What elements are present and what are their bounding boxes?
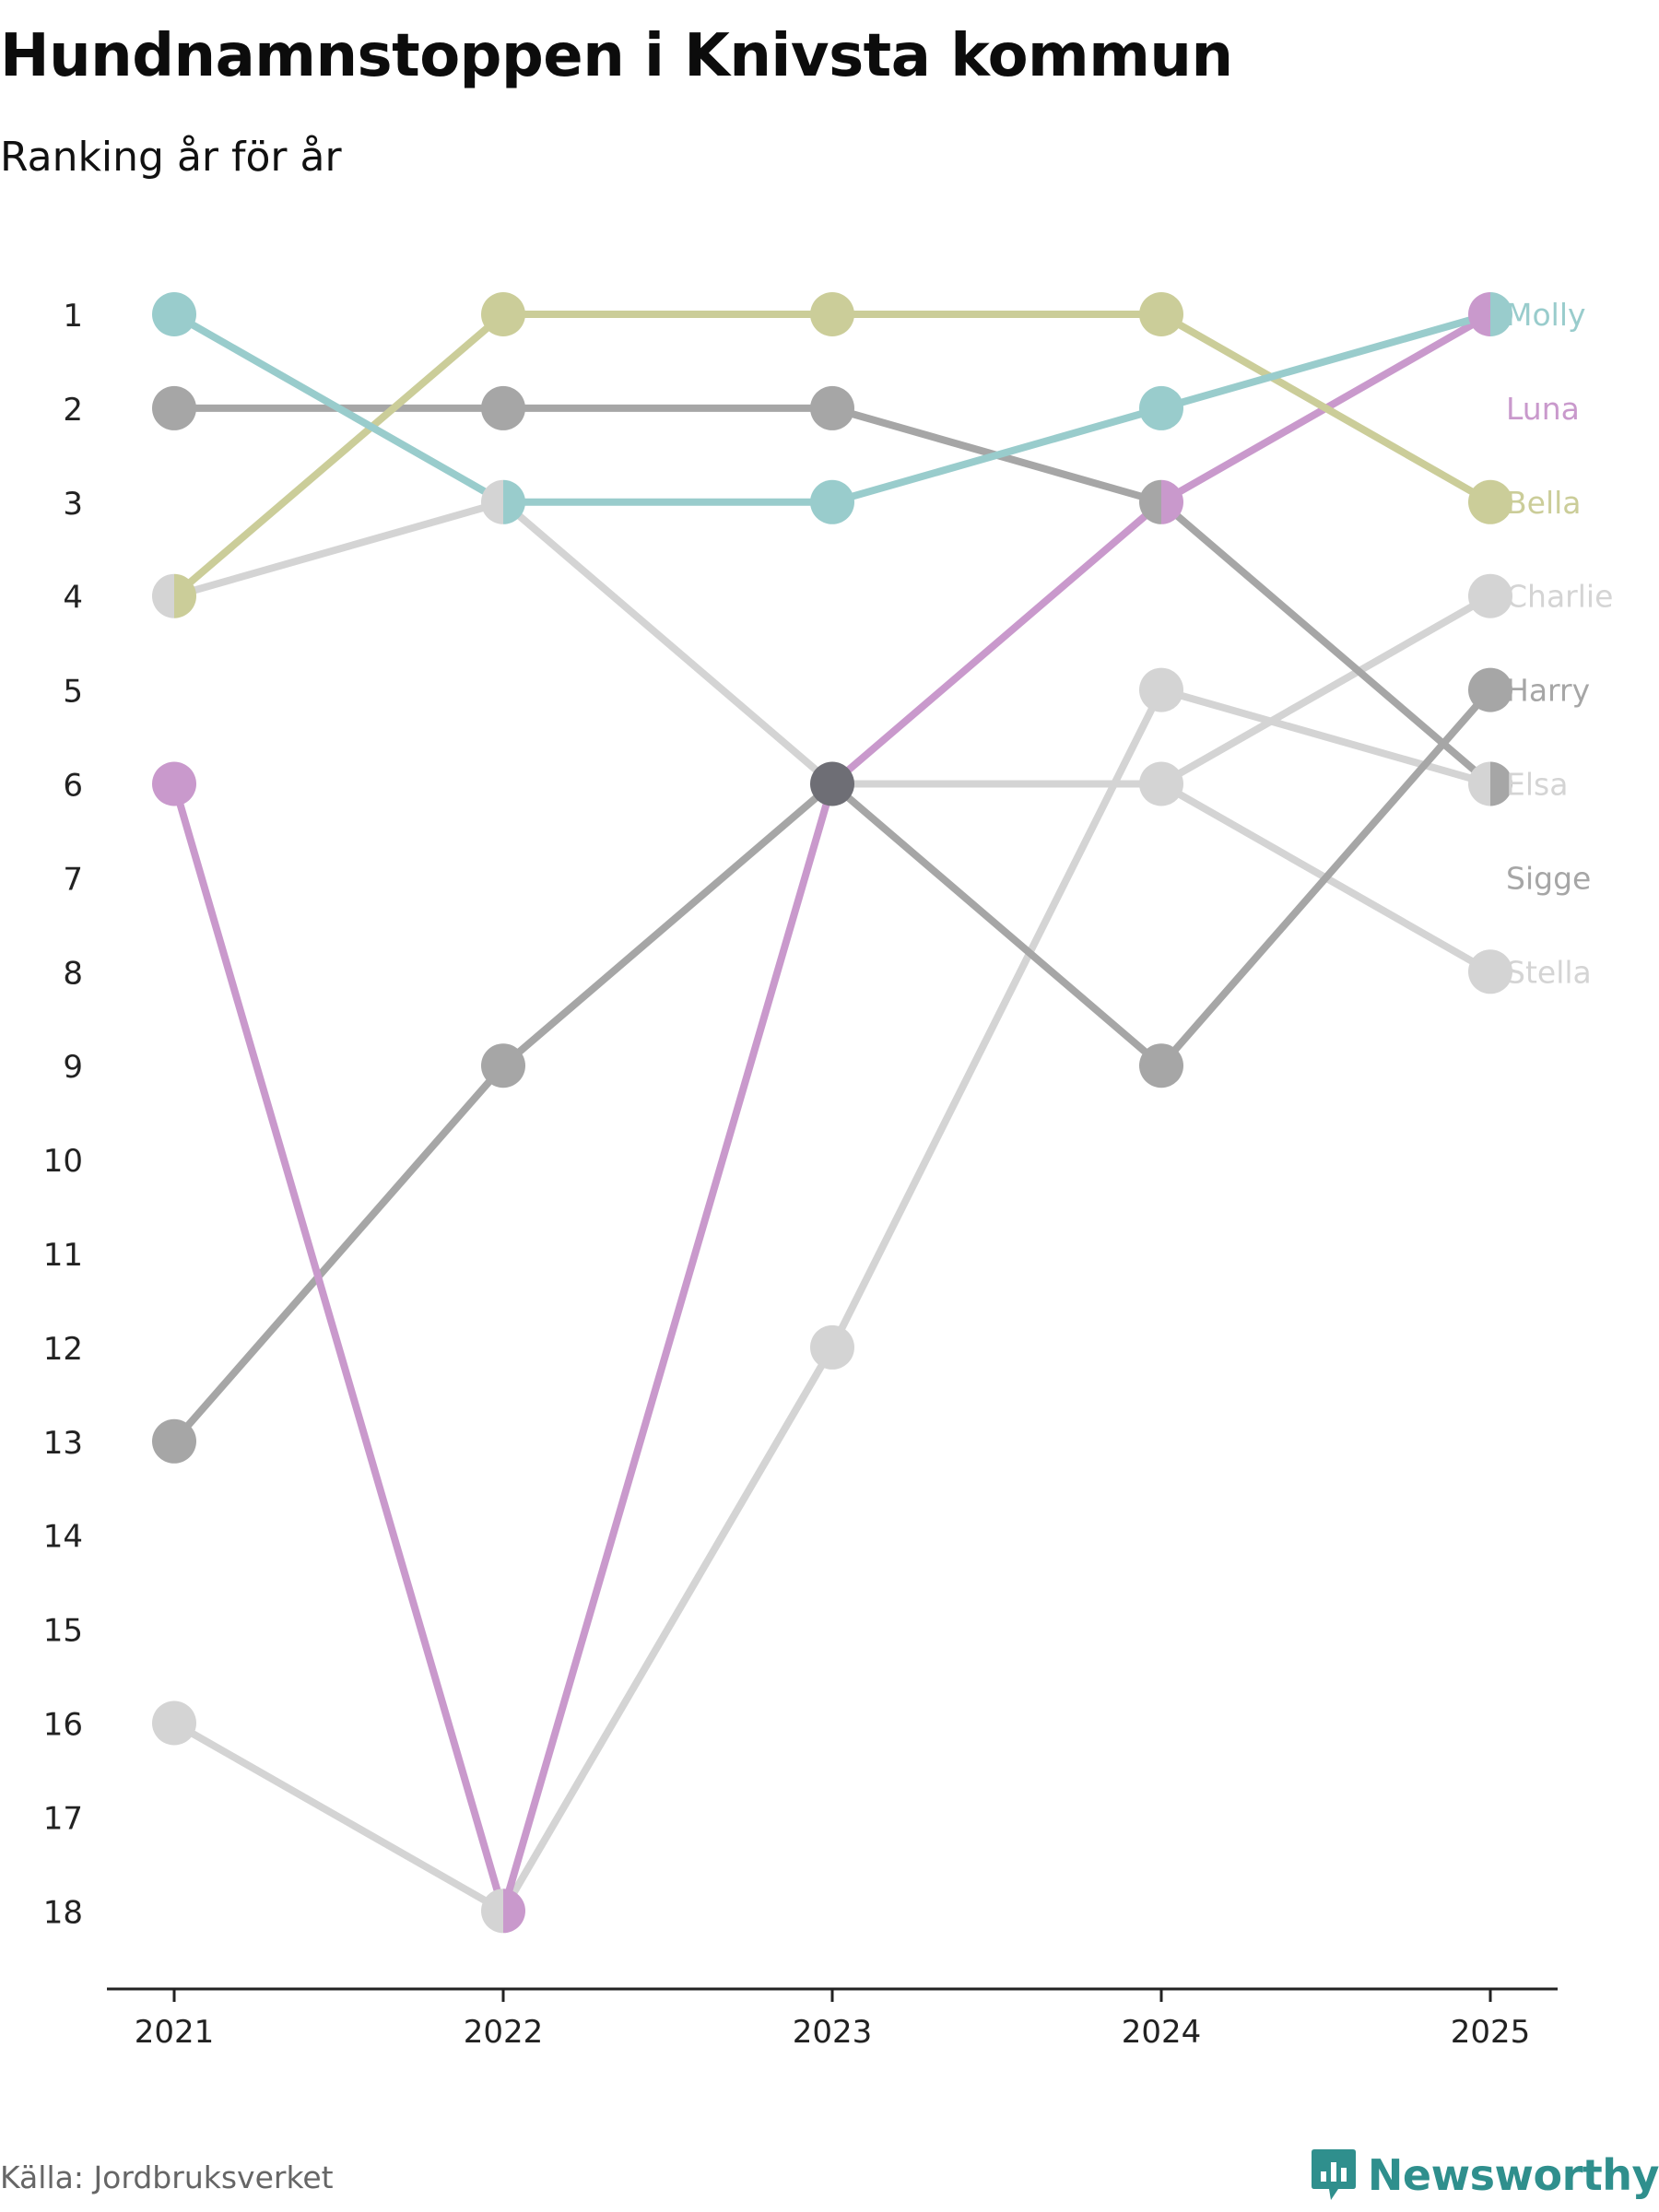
y-tick-label: 5 (63, 674, 83, 711)
data-point-sigge (1139, 1043, 1183, 1088)
series-end-labels: Molly Luna Bella Charlie Harry Elsa Sigge Stell… (1506, 297, 1613, 990)
newsworthy-logo-icon (1311, 2149, 1356, 2200)
data-point-stella (810, 1324, 854, 1370)
data-point-luna (152, 761, 196, 806)
y-tick-label: 18 (43, 1894, 83, 1931)
y-tick-label: 15 (43, 1613, 83, 1650)
x-tick-label: 2021 (135, 2014, 215, 2051)
y-tick-label: 13 (43, 1425, 83, 1462)
y-tick-label: 16 (43, 1707, 83, 1744)
y-tick-label: 8 (63, 955, 83, 992)
data-point-harry (1490, 761, 1512, 806)
y-tick-label: 4 (63, 580, 83, 617)
y-tick-label: 1 (63, 298, 83, 335)
data-point-sigge (152, 1418, 196, 1464)
data-point-luna (1161, 479, 1183, 524)
x-tick-label: 2024 (1122, 2014, 1202, 2051)
data-point-elsa (152, 573, 174, 618)
data-point-sigge (481, 1043, 525, 1088)
y-tick-label: 6 (63, 768, 83, 805)
data-point-molly (810, 479, 854, 524)
series-lines (171, 311, 1494, 1915)
data-point-molly (503, 479, 525, 524)
y-tick-label: 14 (43, 1519, 83, 1556)
x-tick-label: 2025 (1451, 2014, 1531, 2051)
series-line-bella (171, 311, 1494, 600)
y-tick-label: 12 (43, 1331, 83, 1368)
y-tick-label: 10 (43, 1143, 83, 1180)
series-points (152, 292, 1512, 1934)
data-point-bella (1139, 292, 1183, 336)
data-point-bella (481, 292, 525, 336)
data-point-harry (481, 385, 525, 430)
data-point-stella (1468, 761, 1490, 806)
data-point-harry (1139, 479, 1161, 524)
end-label-charlie: Charlie (1506, 579, 1613, 615)
data-point-luna (1468, 292, 1490, 336)
data-point-luna (503, 1888, 525, 1934)
data-point-harry (152, 385, 196, 430)
data-point-molly (152, 292, 196, 336)
data-point-elsa (1468, 949, 1512, 994)
data-point-stella (481, 1888, 503, 1934)
data-point-molly (1490, 292, 1512, 336)
y-tick-label: 3 (63, 486, 83, 523)
series-line-elsa (171, 498, 1494, 976)
y-tick-label: 11 (43, 1237, 83, 1274)
data-point-shared (810, 761, 854, 806)
y-tick-label: 7 (63, 861, 83, 898)
end-label-molly: Molly (1506, 297, 1586, 333)
data-point-sigge (1468, 667, 1512, 712)
y-tick-label: 17 (43, 1800, 83, 1837)
chart-subtitle: Ranking år för år (0, 134, 342, 181)
brand-name: Newsworthy (1367, 2150, 1659, 2200)
x-axis-ticks: 2021 2022 2023 2024 2025 (135, 1989, 1531, 2051)
data-point-stella (152, 1700, 196, 1746)
data-point-bella (810, 292, 854, 336)
source-note: Källa: Jordbruksverket (0, 2159, 334, 2195)
y-tick-label: 2 (63, 392, 83, 429)
brand-logo[interactable]: Newsworthy (1311, 2147, 1659, 2203)
x-tick-label: 2022 (464, 2014, 544, 2051)
data-point-bella (174, 573, 196, 618)
chart-title: Hundnamnstoppen i Knivsta kommun (0, 22, 1233, 90)
data-point-charlie (1161, 761, 1183, 806)
data-point-elsa (481, 479, 503, 524)
x-tick-label: 2023 (793, 2014, 873, 2051)
data-point-bella (1468, 479, 1512, 524)
series-line-luna (171, 311, 1494, 1915)
data-point-harry (810, 385, 854, 430)
series-line-stella (171, 686, 1494, 1915)
end-label-elsa: Elsa (1506, 767, 1568, 803)
data-point-molly (1139, 385, 1183, 430)
data-point-elsa (1139, 761, 1161, 806)
end-label-stella: Stella (1506, 954, 1592, 990)
end-label-sigge: Sigge (1506, 860, 1591, 896)
y-tick-label: 9 (63, 1049, 83, 1086)
data-point-charlie (1468, 573, 1512, 618)
end-label-harry: Harry (1506, 673, 1590, 709)
data-point-stella (1139, 667, 1183, 712)
end-label-bella: Bella (1506, 485, 1582, 521)
end-label-luna: Luna (1506, 391, 1580, 427)
